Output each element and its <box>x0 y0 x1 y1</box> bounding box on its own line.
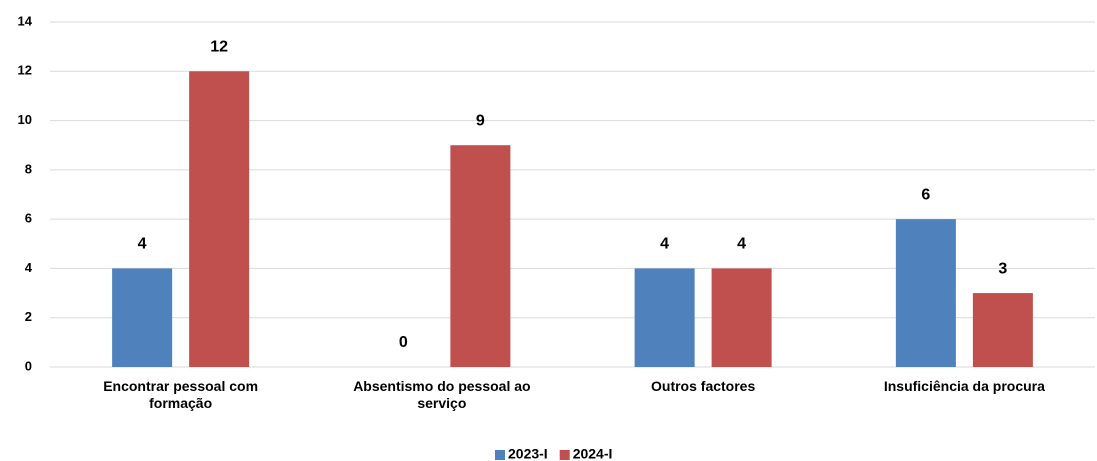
bar <box>711 268 772 367</box>
x-tick-label: Outros factores <box>651 378 756 394</box>
data-label: 9 <box>476 112 485 129</box>
data-label: 4 <box>138 236 147 253</box>
bar <box>450 145 511 367</box>
x-tick-label: Insuficiência da procura <box>883 378 1045 394</box>
bar <box>112 268 173 367</box>
y-tick-label: 0 <box>25 358 32 373</box>
legend-swatch <box>559 450 570 460</box>
y-tick-label: 4 <box>25 260 33 275</box>
data-label: 12 <box>210 39 228 56</box>
y-tick-label: 8 <box>25 161 32 176</box>
bar <box>634 268 695 367</box>
data-label: 0 <box>399 334 408 351</box>
legend-label: 2023-I <box>508 446 548 461</box>
y-tick-label: 14 <box>18 13 33 28</box>
x-tick-label: Absentismo do pessoal ao serviço <box>353 378 531 411</box>
data-label: 4 <box>660 236 669 253</box>
y-tick-label: 6 <box>25 211 32 226</box>
data-label: 3 <box>998 260 1007 277</box>
bar <box>189 71 250 368</box>
bar <box>895 219 956 367</box>
x-tick-label: Encontrar pessoal com formação <box>103 378 259 411</box>
y-tick-label: 10 <box>18 112 32 127</box>
legend-label: 2024-I <box>573 446 613 461</box>
data-label: 4 <box>737 236 746 253</box>
legend-swatch <box>495 450 505 460</box>
bar <box>972 293 1033 367</box>
data-label: 6 <box>921 186 930 203</box>
y-tick-label: 12 <box>18 63 32 78</box>
y-tick-label: 2 <box>25 309 32 324</box>
